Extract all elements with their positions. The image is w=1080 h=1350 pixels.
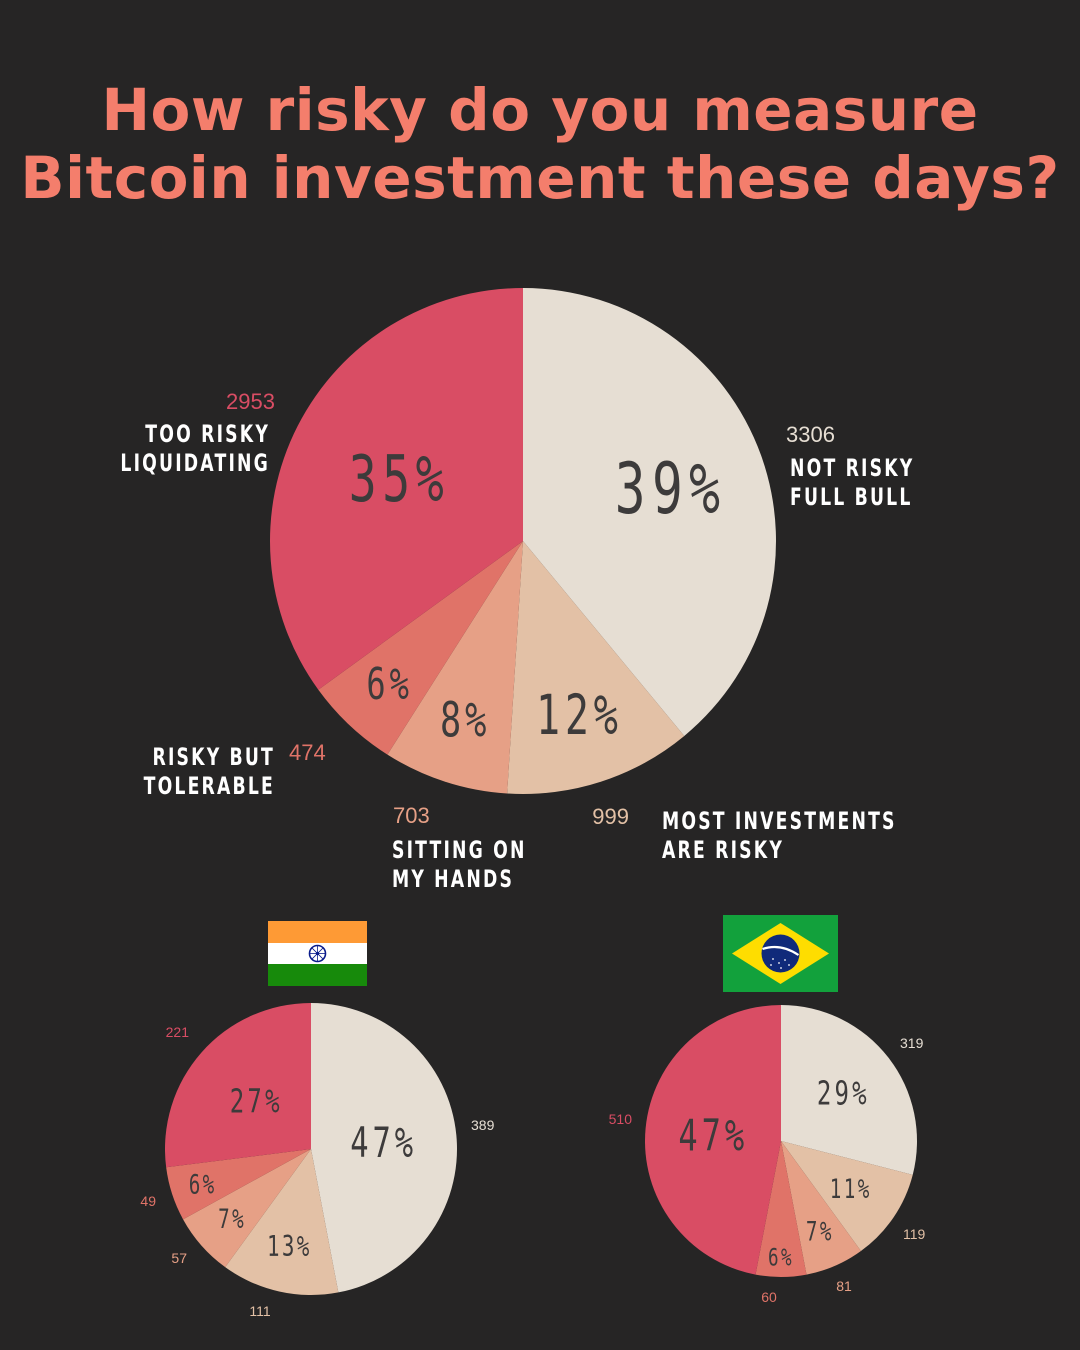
count-label: 510 bbox=[609, 1111, 633, 1127]
count-label: 81 bbox=[836, 1278, 852, 1294]
count-label: 3306 bbox=[786, 422, 835, 447]
count-label: 111 bbox=[249, 1303, 270, 1319]
chart-title-line-2: Bitcoin investment these days? bbox=[20, 144, 1060, 212]
percent-label: 35% bbox=[349, 442, 450, 516]
percent-label: 47% bbox=[350, 1118, 417, 1167]
pie-slice bbox=[318, 541, 523, 755]
percent-label: 47% bbox=[678, 1110, 748, 1161]
count-label: 57 bbox=[171, 1250, 187, 1266]
pie-slice bbox=[387, 541, 523, 794]
chart-title-line-1: How risky do you measure bbox=[101, 76, 979, 144]
count-label: 999 bbox=[592, 804, 629, 829]
count-label: 119 bbox=[903, 1226, 926, 1242]
pie-chart-1: 39% 12% 8% 6% 35% 3306 999 703 474 2953 NOT RISKYF… bbox=[120, 288, 914, 893]
percent-label: 7% bbox=[806, 1217, 834, 1247]
percent-label: 6% bbox=[768, 1242, 794, 1271]
pie-slice bbox=[645, 1005, 781, 1275]
pie-slice bbox=[781, 1005, 917, 1175]
count-label: 221 bbox=[166, 1024, 190, 1040]
pie-slice bbox=[183, 1149, 311, 1268]
brazil-flag-icon bbox=[723, 915, 838, 992]
percent-label: 6% bbox=[189, 1171, 217, 1201]
pie-slice bbox=[269, 288, 523, 690]
pie-slice bbox=[523, 288, 777, 736]
percent-label: 12% bbox=[536, 684, 623, 748]
pie-chart-2: 47% 13% 7%6% 27% 389 111 57 49 221 bbox=[140, 1003, 495, 1319]
pie-slice bbox=[166, 1149, 311, 1220]
count-label: 389 bbox=[471, 1117, 495, 1133]
category-label: ARE RISKY bbox=[662, 836, 784, 864]
category-label: SITTING ON bbox=[392, 836, 527, 864]
category-label: MOST INVESTMENTS bbox=[662, 807, 897, 835]
pie-slice bbox=[507, 541, 685, 794]
category-label: LIQUIDATING bbox=[120, 449, 270, 477]
pie-slice bbox=[225, 1149, 339, 1295]
pie-slice bbox=[781, 1141, 861, 1275]
category-label: TOO RISKY bbox=[145, 420, 270, 448]
count-label: 703 bbox=[393, 803, 430, 828]
percent-label: 6% bbox=[366, 659, 413, 710]
percent-label: 11% bbox=[830, 1175, 872, 1205]
category-label: TOLERABLE bbox=[144, 772, 275, 800]
percent-label: 13% bbox=[267, 1230, 312, 1263]
category-label: RISKY BUT bbox=[152, 743, 275, 771]
pie-slice bbox=[311, 1003, 457, 1293]
pie-slice bbox=[165, 1003, 311, 1168]
india-flag-icon bbox=[268, 921, 367, 986]
count-label: 319 bbox=[900, 1035, 924, 1051]
category-label: FULL BULL bbox=[790, 483, 913, 511]
pie-chart-3: 29% 11% 7% 6% 47% 319 119 81 60 510 bbox=[609, 1005, 926, 1305]
count-label: 60 bbox=[761, 1289, 777, 1305]
pie-slice bbox=[755, 1141, 807, 1278]
percent-label: 8% bbox=[440, 692, 490, 748]
category-label: MY HANDS bbox=[392, 865, 514, 893]
count-label: 474 bbox=[289, 740, 326, 765]
pie-slice bbox=[781, 1141, 913, 1252]
category-label: NOT RISKY bbox=[790, 454, 914, 482]
count-label: 49 bbox=[140, 1193, 156, 1209]
percent-label: 29% bbox=[817, 1074, 870, 1113]
percent-label: 7% bbox=[218, 1205, 246, 1235]
percent-label: 27% bbox=[230, 1082, 283, 1121]
count-label: 2953 bbox=[226, 389, 275, 414]
percent-label: 39% bbox=[615, 448, 727, 530]
